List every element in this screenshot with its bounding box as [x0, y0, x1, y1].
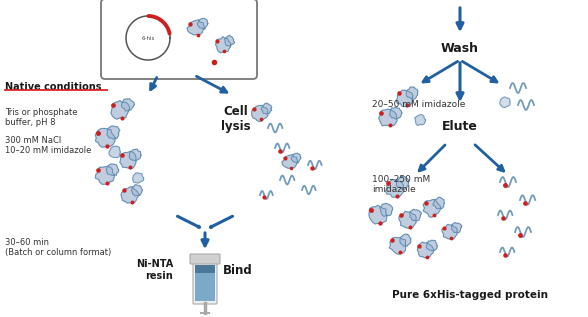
Text: 30–60 min
(Batch or column format): 30–60 min (Batch or column format) — [5, 238, 111, 257]
Polygon shape — [369, 205, 387, 224]
Polygon shape — [216, 37, 231, 53]
Polygon shape — [187, 20, 205, 35]
Text: Elute: Elute — [442, 120, 478, 133]
Bar — [195, 265, 215, 273]
Text: Pure 6xHis-tagged protein: Pure 6xHis-tagged protein — [392, 290, 548, 300]
Polygon shape — [282, 155, 298, 168]
Polygon shape — [121, 187, 139, 204]
Polygon shape — [415, 115, 426, 126]
Polygon shape — [107, 126, 120, 139]
Text: Tris or phosphate
buffer, pH 8: Tris or phosphate buffer, pH 8 — [5, 108, 78, 127]
Polygon shape — [433, 197, 444, 209]
Polygon shape — [396, 90, 413, 107]
Polygon shape — [389, 107, 402, 119]
Polygon shape — [109, 146, 121, 158]
Text: Bind: Bind — [223, 263, 253, 276]
Polygon shape — [131, 185, 142, 196]
Polygon shape — [129, 149, 141, 161]
Polygon shape — [409, 209, 422, 221]
Polygon shape — [442, 224, 457, 240]
Polygon shape — [396, 177, 409, 190]
Polygon shape — [389, 237, 406, 254]
Polygon shape — [406, 87, 418, 100]
Polygon shape — [380, 204, 393, 217]
Text: 100–250 mM
imidazole: 100–250 mM imidazole — [372, 175, 430, 194]
Text: 300 mM NaCl
10–20 mM imidazole: 300 mM NaCl 10–20 mM imidazole — [5, 136, 91, 155]
Polygon shape — [95, 166, 115, 184]
Polygon shape — [225, 35, 235, 46]
Polygon shape — [500, 97, 510, 107]
Polygon shape — [106, 164, 119, 176]
Polygon shape — [121, 99, 134, 111]
Polygon shape — [400, 234, 411, 246]
FancyBboxPatch shape — [193, 260, 217, 304]
Text: Ni-NTA
resin: Ni-NTA resin — [136, 259, 173, 281]
Polygon shape — [133, 173, 143, 183]
Polygon shape — [291, 153, 301, 163]
Polygon shape — [95, 128, 115, 147]
Text: Cell
lysis: Cell lysis — [221, 105, 251, 133]
Polygon shape — [451, 223, 462, 233]
Polygon shape — [111, 100, 129, 119]
Text: 6-his: 6-his — [141, 36, 155, 41]
Polygon shape — [386, 180, 404, 197]
Polygon shape — [417, 242, 434, 258]
Polygon shape — [252, 105, 268, 121]
Polygon shape — [399, 211, 416, 229]
Text: Wash: Wash — [441, 42, 479, 55]
FancyBboxPatch shape — [101, 0, 257, 79]
Polygon shape — [120, 151, 136, 169]
Polygon shape — [423, 200, 441, 217]
Bar — [195, 273, 215, 301]
Polygon shape — [198, 18, 208, 29]
Text: Native conditions: Native conditions — [5, 82, 102, 92]
FancyBboxPatch shape — [190, 254, 220, 264]
Text: 20–50 mM imidazole: 20–50 mM imidazole — [372, 100, 465, 109]
Polygon shape — [379, 109, 397, 126]
Polygon shape — [426, 240, 437, 251]
Polygon shape — [261, 103, 272, 114]
